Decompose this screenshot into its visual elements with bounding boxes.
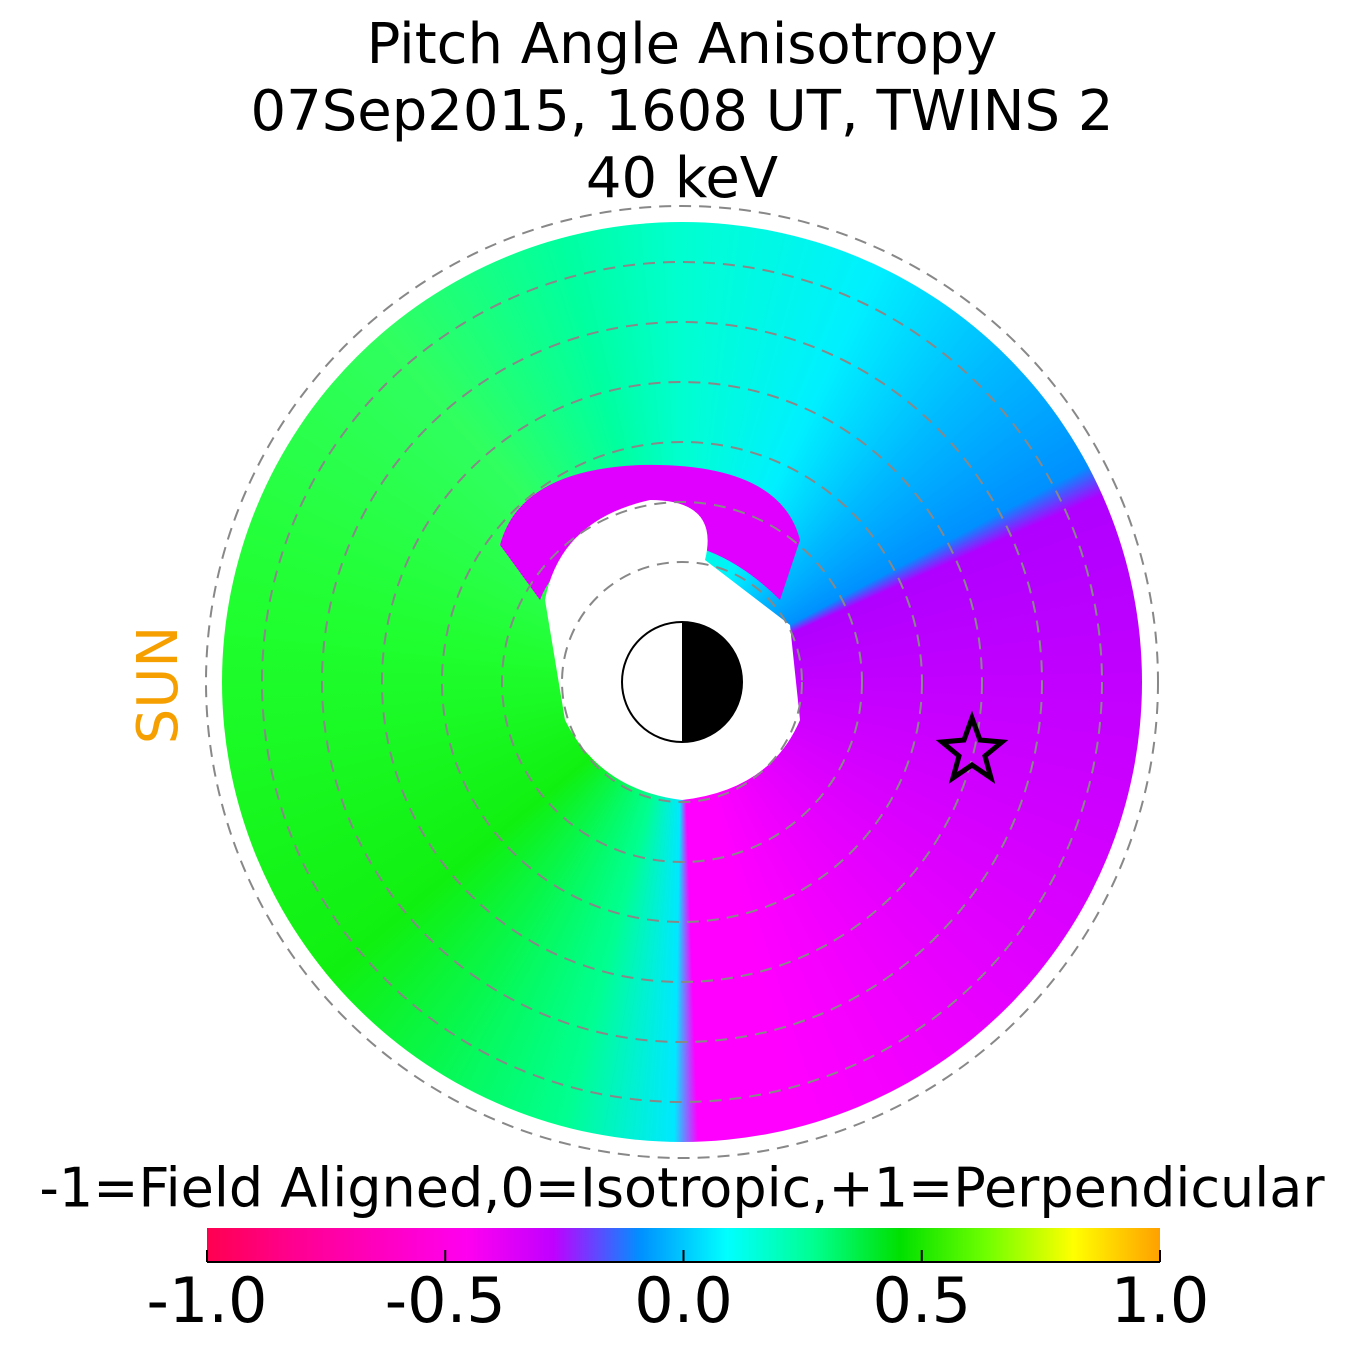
earth	[621, 621, 743, 743]
x-tick-label: -1.0	[147, 1264, 268, 1337]
sun-label: SUN	[126, 626, 191, 744]
x-tick-label: 0.0	[634, 1264, 733, 1337]
colorbar-label: -1=Field Aligned,0=Isotropic,+1=Perpendi…	[39, 1157, 1325, 1220]
x-tick-label: 0.5	[872, 1264, 971, 1337]
star	[935, 710, 1009, 784]
subtitle: 07Sep2015, 1608 UT, TWINS 2	[251, 79, 1114, 144]
x-tick-label: -0.5	[385, 1264, 506, 1337]
x-tick-label: 1.0	[1111, 1264, 1210, 1337]
energy: 40 keV	[586, 146, 778, 211]
range-rings	[205, 205, 1159, 1159]
title: Pitch Angle Anisotropy	[367, 12, 998, 77]
